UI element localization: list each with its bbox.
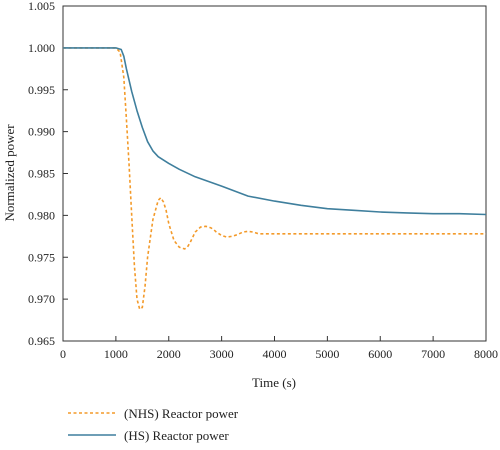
x-axis: 0 1000 2000 3000 4000 5000 6000 7000 8000 xyxy=(60,336,498,361)
y-tick-label: 0.975 xyxy=(28,250,55,264)
y-tick-label: 0.970 xyxy=(28,292,55,306)
legend-label-nhs: (NHS) Reactor power xyxy=(124,406,239,421)
y-axis: 0.965 0.970 0.975 0.980 0.985 0.990 0.995 1.000… xyxy=(28,0,68,348)
y-tick-label: 0.965 xyxy=(28,334,55,348)
x-tick-label: 0 xyxy=(60,347,66,361)
y-tick-label: 0.985 xyxy=(28,167,55,181)
y-tick-label: 1.000 xyxy=(28,41,55,55)
x-tick-label: 1000 xyxy=(104,347,128,361)
legend: (NHS) Reactor power (HS) Reactor power xyxy=(68,406,239,443)
x-tick-label: 3000 xyxy=(210,347,234,361)
y-tick-label: 0.990 xyxy=(28,125,55,139)
plot-frame xyxy=(62,5,487,342)
x-axis-label: Time (s) xyxy=(252,375,296,390)
y-axis-label: Normalized power xyxy=(2,124,17,222)
series-layer xyxy=(63,47,487,311)
legend-label-hs: (HS) Reactor power xyxy=(124,428,229,443)
x-tick-label: 8000 xyxy=(474,347,498,361)
x-tick-label: 4000 xyxy=(263,347,287,361)
y-tick-label: 1.005 xyxy=(28,0,55,13)
series-line-hs xyxy=(63,47,487,216)
x-tick-label: 7000 xyxy=(421,347,445,361)
y-tick-label: 0.995 xyxy=(28,83,55,97)
y-tick-label: 0.980 xyxy=(28,208,55,222)
series-line-nhs xyxy=(63,47,486,311)
x-tick-label: 6000 xyxy=(368,347,392,361)
x-tick-label: 2000 xyxy=(157,347,181,361)
x-tick-label: 5000 xyxy=(315,347,339,361)
